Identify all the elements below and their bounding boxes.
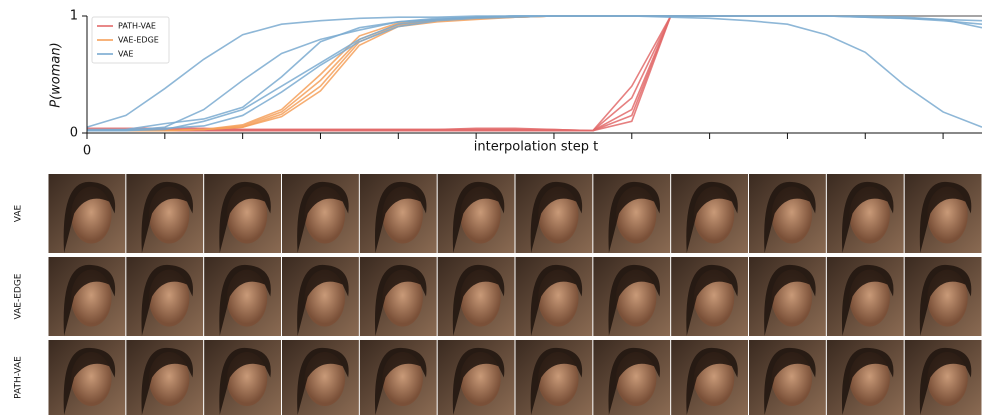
row-label: VAE xyxy=(14,204,24,222)
line xyxy=(87,16,982,129)
figure: P(woman) interpolation step t 0 1 0 PATH-VA… xyxy=(0,0,982,415)
legend-label: VAE-EDGE xyxy=(118,36,159,45)
x-axis-label: interpolation step t xyxy=(474,140,598,155)
y-tick-label: 0 xyxy=(70,126,78,141)
legend-label: VAE xyxy=(118,50,134,59)
y-tick-label: 1 xyxy=(70,9,78,24)
row-label: VAE-EDGE xyxy=(14,273,24,319)
line xyxy=(87,16,982,131)
y-axis-label: P(woman) xyxy=(49,42,64,107)
x-tick-label: 0 xyxy=(83,144,91,159)
line xyxy=(87,16,982,127)
row-label: PATH-VAE xyxy=(14,356,24,399)
legend-label: PATH-VAE xyxy=(118,22,156,31)
